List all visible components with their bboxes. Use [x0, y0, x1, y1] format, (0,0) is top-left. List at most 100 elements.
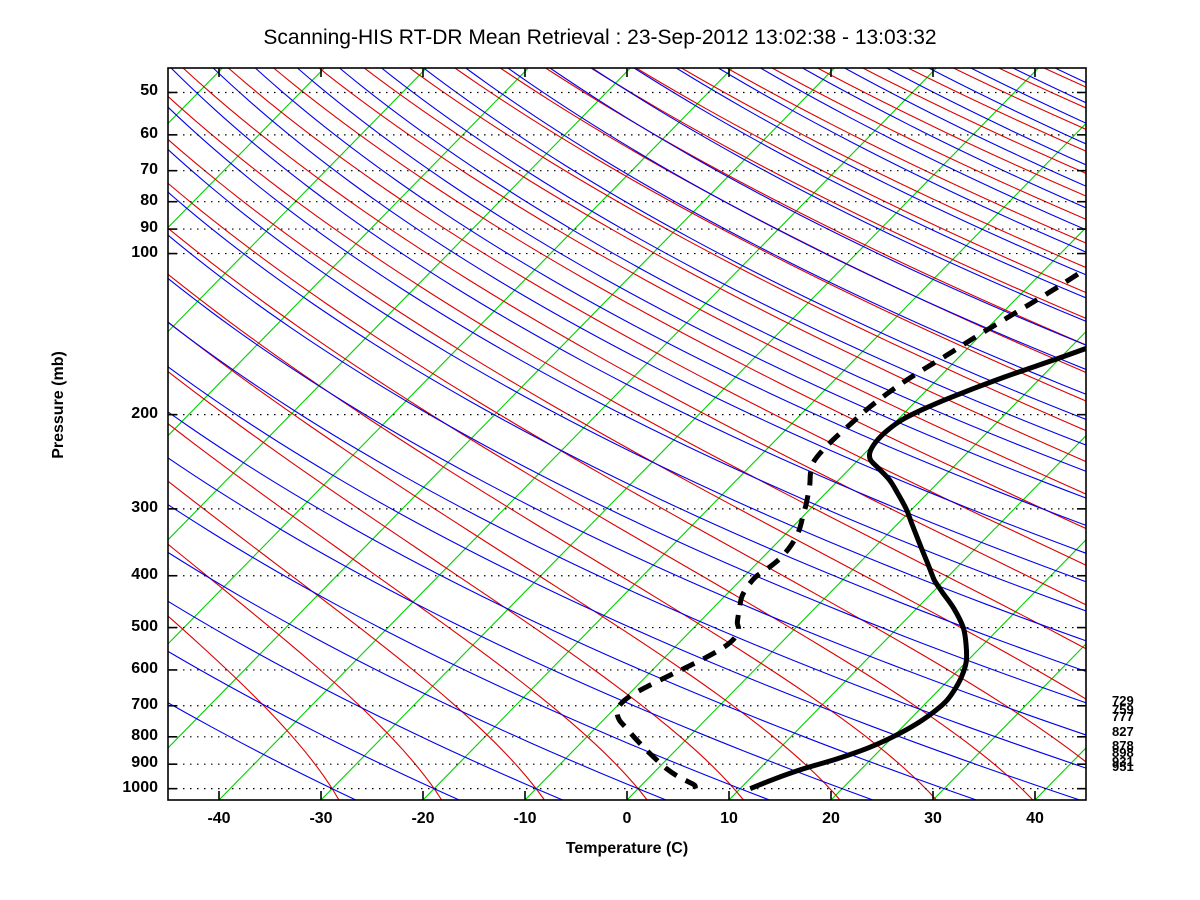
moist-adiabat-210	[771, 68, 1086, 220]
dry-adiabat-200	[549, 68, 1086, 346]
dry-adiabat-240	[718, 68, 1086, 253]
dry-adiabat-210	[591, 68, 1086, 322]
moist-adiabat-180	[635, 68, 1086, 294]
y-tick-label-700: 700	[131, 695, 158, 713]
dry-adiabat-40	[168, 366, 1080, 800]
right-level-label-878: 878	[1112, 738, 1134, 753]
moist-adiabat-170	[590, 68, 1086, 319]
y-axis-title: Pressure (mb)	[50, 351, 67, 459]
dry-adiabat-70	[168, 234, 1086, 704]
y-tick-label-300: 300	[131, 498, 158, 516]
dewpoint-curve	[614, 265, 1086, 790]
dry-adiabat-0	[168, 551, 667, 800]
moist-adiabat-10	[168, 370, 744, 800]
y-tick-label-500: 500	[131, 617, 158, 635]
dry-adiabat-80	[168, 191, 1086, 673]
isotherm-10	[728, 434, 1086, 800]
y-tick-label-600: 600	[131, 659, 158, 677]
right-level-label-898: 898	[1112, 745, 1134, 760]
dry-adiabat-320	[1054, 68, 1086, 84]
axis-ticks	[168, 68, 1086, 800]
moist-adiabat-0	[168, 423, 648, 800]
right-level-label-759: 759	[1112, 702, 1134, 717]
x-tick-label-10: 10	[720, 810, 738, 827]
dry-adiabat-110	[170, 68, 1086, 583]
moist-adiabat--30	[168, 615, 340, 800]
x-tick-label--30: -30	[309, 810, 333, 827]
moist-adiabat-110	[318, 68, 1086, 495]
dry-adiabat-100	[168, 106, 1086, 612]
moist-adiabat-20	[168, 321, 841, 800]
isotherm--60	[168, 68, 733, 645]
dry-adiabat-140	[297, 68, 1086, 499]
moist-adiabat-280	[1089, 68, 1200, 800]
isotherm--10	[524, 226, 1086, 800]
dry-adiabat--10	[168, 600, 563, 800]
right-level-label-951: 951	[1112, 759, 1134, 774]
isotherm--80	[168, 68, 529, 437]
moist-adiabat-70	[168, 95, 1086, 650]
isotherm-30	[932, 643, 1086, 800]
isotherm--70	[168, 68, 631, 541]
isotherm--100	[168, 68, 325, 229]
moist-adiabat-150	[499, 68, 1086, 374]
right-level-label-729: 729	[1112, 693, 1134, 708]
x-tick-label-30: 30	[924, 810, 942, 827]
isotherm-20	[830, 539, 1086, 800]
dry-adiabat-120	[212, 68, 1086, 554]
isotherm--30	[320, 68, 1039, 800]
dry-adiabat-130	[254, 68, 1086, 526]
moist-adiabat-50	[168, 182, 1086, 763]
isotherm--40	[218, 68, 937, 800]
dry-adiabat--20	[168, 650, 460, 800]
moist-adiabat-200	[726, 68, 1086, 244]
x-tick-label-20: 20	[822, 810, 840, 827]
plot-frame	[167, 67, 1087, 801]
moist-adiabat-130	[409, 68, 1086, 432]
y-tick-label-100: 100	[131, 243, 158, 261]
y-tick-label-200: 200	[131, 404, 158, 422]
y-tick-label-1000: 1000	[122, 778, 158, 796]
right-level-label-931: 931	[1112, 754, 1134, 769]
moist-adiabat-30	[168, 273, 937, 800]
moist-adiabat--20	[168, 543, 443, 800]
isotherm--90	[168, 68, 427, 333]
y-tick-label-60: 60	[140, 124, 158, 142]
y-tick-label-90: 90	[140, 219, 158, 237]
x-tick-label-40: 40	[1026, 810, 1044, 827]
moist-adiabat-140	[454, 68, 1086, 402]
background-line-grid	[168, 68, 1200, 800]
y-tick-label-80: 80	[140, 191, 158, 209]
moist-adiabat--10	[168, 480, 545, 800]
y-tick-label-400: 400	[131, 565, 158, 583]
isotherm-lines	[168, 68, 1086, 800]
isotherm--20	[422, 122, 1086, 800]
moist-adiabat-220	[817, 68, 1086, 197]
dry-adiabat-60	[168, 277, 1086, 736]
dry-adiabat-230	[675, 68, 1086, 276]
dry-adiabat-190	[507, 68, 1086, 371]
dry-adiabat-150	[339, 68, 1086, 472]
sounding-curves	[614, 265, 1086, 791]
x-tick-label--10: -10	[513, 810, 537, 827]
dry-adiabat-10	[168, 503, 770, 800]
y-tick-label-800: 800	[131, 726, 158, 744]
y-tick-label-900: 900	[131, 754, 158, 772]
moist-adiabat-90	[227, 68, 1086, 566]
x-tick-label--40: -40	[207, 810, 231, 827]
y-tick-label-70: 70	[140, 160, 158, 178]
dry-adiabat-250	[760, 68, 1086, 231]
moist-adiabat-160	[545, 68, 1086, 346]
dry-adiabat-260	[802, 68, 1086, 209]
dry-adiabat-90	[168, 148, 1086, 642]
chart-title: Scanning-HIS RT-DR Mean Retrieval : 23-S…	[263, 26, 937, 49]
dry-adiabat-20	[168, 457, 874, 800]
moist-adiabat-40	[168, 227, 1034, 800]
y-tick-label-50: 50	[140, 82, 158, 100]
dry-adiabat-180	[465, 68, 1086, 395]
dry-adiabat-170	[423, 68, 1086, 420]
x-tick-label-0: 0	[622, 810, 632, 827]
moist-adiabat-230	[862, 68, 1086, 174]
dry-adiabat-50	[168, 321, 1086, 769]
